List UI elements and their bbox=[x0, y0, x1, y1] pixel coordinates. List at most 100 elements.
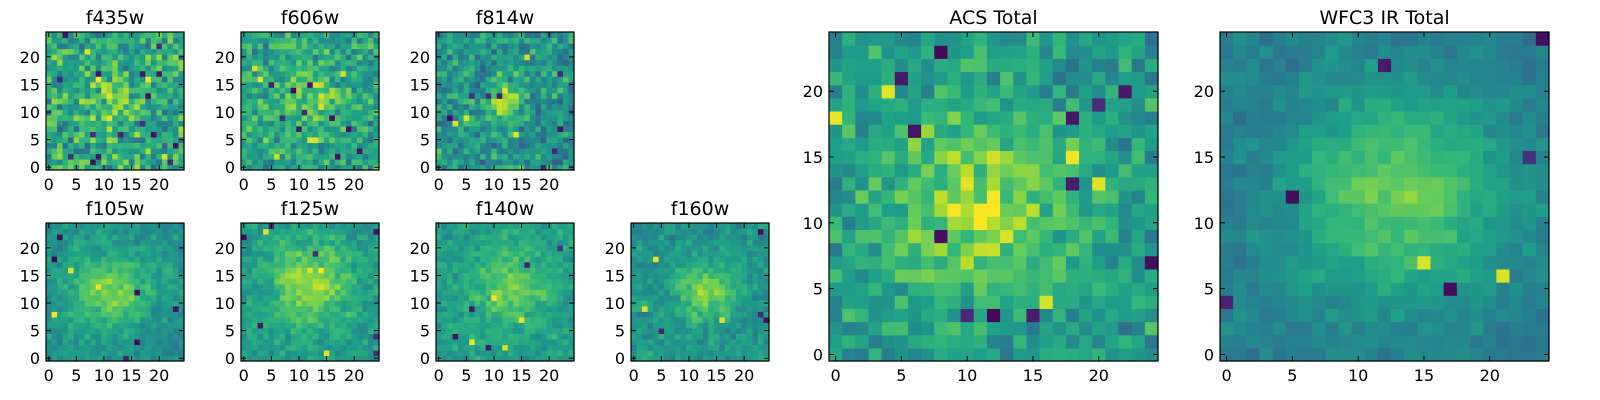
heatmap-cell bbox=[145, 164, 152, 171]
heatmap-cell bbox=[436, 228, 443, 235]
heatmap-cell bbox=[458, 239, 465, 246]
heatmap-cell bbox=[469, 54, 476, 61]
heatmap-cell bbox=[101, 283, 108, 290]
heatmap-cell bbox=[340, 109, 347, 116]
heatmap-cell bbox=[312, 349, 319, 357]
heatmap-cell bbox=[68, 32, 75, 39]
heatmap-cell bbox=[447, 250, 454, 257]
heatmap-cell bbox=[675, 311, 682, 318]
heatmap-cell bbox=[373, 65, 380, 72]
heatmap-cell bbox=[329, 87, 336, 94]
heatmap-cell bbox=[947, 216, 962, 230]
heatmap-cell bbox=[763, 333, 770, 340]
heatmap-cell bbox=[172, 131, 180, 138]
heatmap-cell bbox=[106, 305, 113, 312]
heatmap-cell bbox=[178, 142, 185, 149]
heatmap-cell bbox=[529, 37, 536, 44]
heatmap-cell bbox=[356, 59, 364, 66]
heatmap-cell bbox=[458, 256, 465, 263]
heatmap-cell bbox=[345, 294, 352, 301]
heatmap-cell bbox=[90, 294, 97, 301]
heatmap-cell bbox=[274, 98, 281, 105]
heatmap-cell bbox=[257, 338, 264, 346]
heatmap-cell bbox=[686, 349, 693, 357]
heatmap-cell bbox=[161, 327, 169, 334]
heatmap-cell bbox=[562, 114, 570, 121]
heatmap-cell bbox=[241, 158, 248, 166]
heatmap-cell bbox=[139, 98, 146, 105]
heatmap-cell bbox=[664, 245, 671, 252]
heatmap-cell bbox=[150, 76, 157, 83]
heatmap-cell bbox=[123, 164, 130, 171]
heatmap-cell bbox=[373, 32, 380, 39]
heatmap-cell bbox=[51, 70, 58, 77]
heatmap-cell bbox=[546, 250, 553, 257]
heatmap-cell bbox=[161, 136, 169, 143]
heatmap-cell bbox=[518, 125, 525, 132]
heatmap-cell bbox=[241, 294, 248, 301]
heatmap-cell bbox=[62, 65, 69, 72]
heatmap-cell bbox=[263, 81, 270, 88]
heatmap-cell bbox=[274, 349, 281, 357]
heatmap-cell bbox=[1026, 347, 1041, 362]
heatmap-cell bbox=[529, 59, 536, 66]
heatmap-cell bbox=[436, 256, 443, 263]
heatmap-cell bbox=[642, 283, 649, 290]
heatmap-cell bbox=[145, 87, 152, 94]
heatmap-cell bbox=[702, 283, 709, 290]
heatmap-cell bbox=[252, 305, 259, 312]
heatmap-cell bbox=[469, 136, 476, 143]
heatmap-cell bbox=[172, 147, 180, 155]
heatmap-cell bbox=[101, 261, 108, 268]
heatmap-cell bbox=[340, 333, 347, 340]
heatmap-cell bbox=[367, 54, 375, 61]
heatmap-cell bbox=[752, 256, 759, 263]
heatmap-cell bbox=[540, 37, 547, 44]
heatmap-cell bbox=[702, 355, 709, 362]
heatmap-cell bbox=[463, 153, 470, 160]
heatmap-cell bbox=[735, 228, 742, 235]
heatmap-cell bbox=[95, 65, 102, 72]
heatmap-cell bbox=[1092, 242, 1106, 257]
heatmap-cell bbox=[252, 239, 259, 246]
heatmap-cell bbox=[496, 59, 503, 66]
heatmap-cell bbox=[921, 203, 935, 217]
heatmap-cell bbox=[246, 54, 253, 61]
heatmap-cell bbox=[441, 37, 448, 44]
heatmap-cell bbox=[713, 261, 720, 268]
heatmap-cell bbox=[546, 81, 553, 88]
heatmap-cell bbox=[735, 355, 742, 362]
heatmap-cell bbox=[285, 338, 292, 346]
heatmap-cell bbox=[947, 189, 962, 204]
heatmap-cell bbox=[513, 267, 520, 274]
heatmap-cell bbox=[268, 256, 275, 263]
heatmap-cell bbox=[246, 344, 253, 351]
heatmap-cell bbox=[713, 245, 720, 252]
heatmap-cell bbox=[746, 294, 754, 301]
heatmap-cell bbox=[95, 333, 102, 340]
heatmap-cell bbox=[95, 92, 102, 99]
heatmap-cell bbox=[447, 98, 454, 105]
heatmap-cell bbox=[351, 272, 358, 279]
heatmap-cell bbox=[1052, 163, 1067, 178]
heatmap-cell bbox=[73, 283, 80, 290]
heatmap-cell bbox=[134, 37, 141, 44]
heatmap-cell bbox=[73, 142, 80, 149]
heatmap-cell bbox=[562, 43, 570, 50]
heatmap-cell bbox=[161, 311, 169, 318]
heatmap-cell bbox=[1065, 176, 1080, 191]
heatmap-cell bbox=[312, 120, 319, 127]
heatmap-cell bbox=[546, 327, 553, 334]
heatmap-cell bbox=[518, 283, 525, 290]
heatmap-cell bbox=[62, 43, 69, 50]
heatmap-cell bbox=[117, 158, 124, 166]
heatmap-cell bbox=[172, 32, 180, 39]
heatmap-cell bbox=[252, 327, 259, 334]
heatmap-cell bbox=[123, 344, 130, 351]
heatmap-cell bbox=[496, 32, 503, 39]
heatmap-cell bbox=[1013, 229, 1027, 244]
heatmap-cell bbox=[546, 136, 553, 143]
heatmap-cell bbox=[513, 245, 520, 252]
heatmap-cell bbox=[664, 234, 671, 241]
heatmap-cell bbox=[507, 239, 514, 246]
